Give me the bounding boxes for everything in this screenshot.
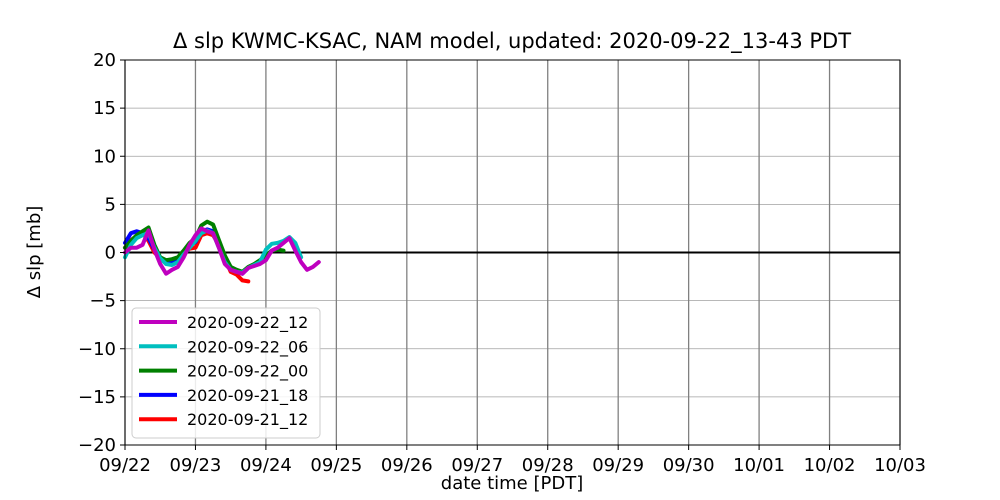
x-tick-label: 09/29 (592, 455, 644, 476)
legend-entry: 2020-09-21_12 (187, 410, 308, 430)
series-line-2020-09-22_12 (123, 226, 321, 276)
y-tick-label: 15 (93, 98, 116, 119)
legend-entry: 2020-09-22_06 (187, 337, 308, 357)
x-tick-label: 10/02 (804, 455, 856, 476)
y-axis-label: Δ slp [mb] (24, 206, 45, 299)
y-tick-label: 20 (93, 50, 116, 71)
legend: 2020-09-22_12 2020-09-22_06 2020-09-22_00 2… (131, 307, 321, 439)
y-tick-label: −15 (78, 387, 116, 408)
y-tick-label: −10 (78, 339, 116, 360)
x-axis-ticks: 09/22 09/23 09/24 09/25 09/26 09/27 09/28 09/29… (99, 445, 926, 476)
series-lines (123, 219, 321, 284)
x-tick-label: 09/27 (451, 455, 503, 476)
y-tick-label: 0 (105, 243, 116, 264)
x-tick-label: 10/03 (874, 455, 926, 476)
x-tick-label: 09/25 (310, 455, 362, 476)
y-axis-ticks: 20 15 10 5 0 −5 −10 −15 −20 (78, 50, 125, 456)
x-tick-label: 09/23 (170, 455, 222, 476)
y-tick-label: 5 (105, 194, 116, 215)
y-tick-label: −20 (78, 435, 116, 456)
legend-entry: 2020-09-22_12 (187, 313, 308, 333)
x-tick-label: 09/28 (522, 455, 574, 476)
legend-entry: 2020-09-22_00 (187, 362, 308, 382)
x-tick-label: 10/01 (733, 455, 785, 476)
legend-entry: 2020-09-21_18 (187, 386, 308, 406)
x-axis-label: date time [PDT] (441, 473, 583, 494)
x-tick-label: 09/30 (663, 455, 715, 476)
x-tick-label: 09/26 (381, 455, 433, 476)
chart-title: Δ slp KWMC-KSAC, NAM model, updated: 202… (173, 29, 851, 54)
x-tick-label: 09/22 (99, 455, 151, 476)
y-tick-label: 10 (93, 146, 116, 167)
legend-box (131, 307, 321, 439)
x-tick-label: 09/24 (240, 455, 292, 476)
y-tick-label: −5 (89, 291, 116, 312)
